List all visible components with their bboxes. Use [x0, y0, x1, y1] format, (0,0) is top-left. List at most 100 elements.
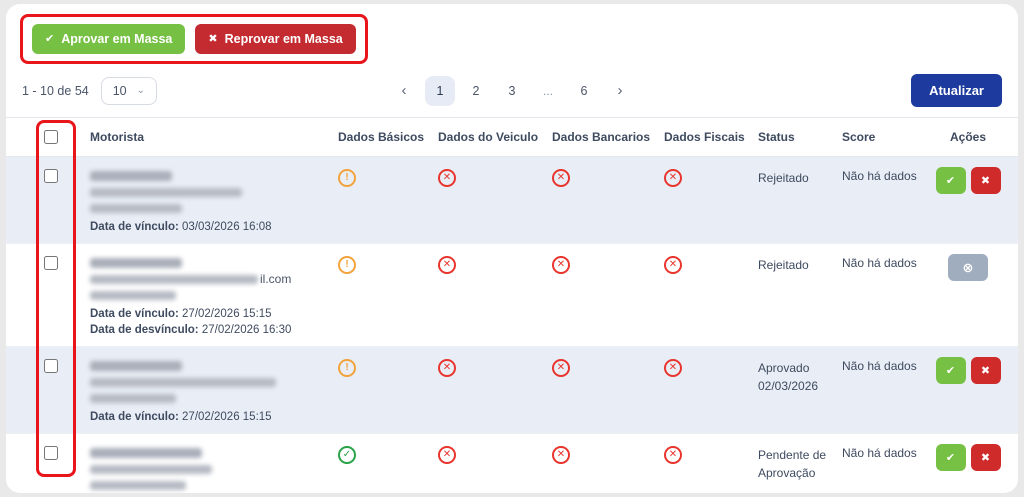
actions-cell: ✔ ✖ — [934, 434, 1002, 471]
score-cell: Não há dados — [842, 359, 917, 373]
redacted-phone — [90, 394, 176, 403]
dados-fiscais-status-icon: ✕ — [664, 359, 682, 377]
redacted-phone — [90, 481, 186, 490]
dados-bancarios-status-icon: ✕ — [552, 446, 570, 464]
pagination-page-3[interactable]: 3 — [497, 76, 527, 106]
score-cell: Não há dados — [842, 256, 917, 270]
dados-basicos-status-icon: ! — [338, 359, 356, 377]
table-header-row: Motorista Dados Básicos Dados do Veiculo… — [6, 117, 1018, 157]
pagination-page-6[interactable]: 6 — [569, 76, 599, 106]
header-score: Score — [842, 130, 876, 144]
status-cell: Aprovado 02/03/2026 — [758, 361, 819, 393]
dados-bancarios-status-icon: ✕ — [552, 359, 570, 377]
vinculo-line: Data de vínculo: 27/02/2026 15:15 — [90, 411, 272, 423]
reject-button[interactable]: ✖ — [970, 167, 1001, 194]
redacted-name — [90, 258, 182, 268]
bulk-approve-label: Aprovar em Massa — [61, 32, 173, 46]
motorista-cell: Data de vínculo: 27/02/2026 12:04 — [80, 434, 328, 493]
pagination-next-button[interactable]: › — [605, 76, 635, 106]
actions-cell: ✔ ✖ — [934, 157, 1002, 194]
score-cell: Não há dados — [842, 169, 917, 183]
redacted-email — [90, 465, 212, 474]
check-icon: ✔ — [945, 365, 956, 377]
row-checkbox[interactable] — [44, 446, 58, 460]
vinculo-line: Data de vínculo: 03/03/2026 16:08 — [90, 221, 272, 233]
drivers-approval-panel: ✔ Aprovar em Massa ✖ Reprovar em Massa 1… — [6, 4, 1018, 493]
pagination-ellipsis: ... — [542, 83, 553, 98]
dados-veiculo-status-icon: ✕ — [438, 359, 456, 377]
redacted-name — [90, 361, 182, 371]
bulk-reject-button[interactable]: ✖ Reprovar em Massa — [195, 24, 356, 54]
reject-button[interactable]: ✖ — [970, 357, 1001, 384]
x-icon: ✖ — [208, 32, 218, 45]
table-row: Data de vínculo: 03/03/2026 16:08 ! ✕ ✕ … — [6, 157, 1018, 244]
x-icon: ✖ — [980, 365, 991, 377]
table-row: Data de vínculo: 27/02/2026 12:04 ✓ ✕ ✕ … — [6, 434, 1018, 493]
drivers-table: Motorista Dados Básicos Dados do Veiculo… — [6, 117, 1018, 493]
dados-veiculo-status-icon: ✕ — [438, 169, 456, 187]
motorista-cell: il.com Data de vínculo: 27/02/2026 15:15… — [80, 244, 328, 346]
header-status: Status — [758, 130, 795, 144]
refresh-button[interactable]: Atualizar — [911, 74, 1002, 107]
header-dados-veiculo: Dados do Veiculo — [438, 130, 539, 144]
actions-cell: ✔ ✖ — [934, 347, 1002, 384]
controls-row: 1 - 10 de 54 10 ⌄ ‹ 1 2 3 ... 6 › Atuali… — [6, 68, 1018, 117]
dados-fiscais-status-icon: ✕ — [664, 169, 682, 187]
status-cell: Rejeitado — [758, 258, 809, 272]
pagination: ‹ 1 2 3 ... 6 › — [322, 75, 702, 106]
pagination-page-2[interactable]: 2 — [461, 76, 491, 106]
select-all-checkbox[interactable] — [44, 130, 58, 144]
bulk-actions-annotation: ✔ Aprovar em Massa ✖ Reprovar em Massa — [20, 14, 368, 64]
chevron-down-icon: ⌄ — [136, 85, 146, 96]
approve-button[interactable]: ✔ — [935, 357, 966, 384]
header-dados-basicos: Dados Básicos — [338, 130, 425, 144]
email-suffix: il.com — [260, 272, 292, 286]
x-icon: ✖ — [980, 452, 991, 464]
dados-veiculo-status-icon: ✕ — [438, 446, 456, 464]
reject-button[interactable]: ✖ — [970, 444, 1001, 471]
table-row: il.com Data de vínculo: 27/02/2026 15:15… — [6, 244, 1018, 347]
dados-basicos-status-icon: ✓ — [338, 446, 356, 464]
x-icon: ✖ — [980, 175, 991, 187]
check-icon: ✔ — [945, 175, 956, 187]
check-icon: ✔ — [45, 32, 55, 45]
motorista-cell: Data de vínculo: 03/03/2026 16:08 — [80, 157, 328, 243]
toolbar: ✔ Aprovar em Massa ✖ Reprovar em Massa — [6, 4, 1018, 68]
pagination-prev-button[interactable]: ‹ — [389, 76, 419, 106]
status-cell: Rejeitado — [758, 171, 809, 185]
dados-basicos-status-icon: ! — [338, 169, 356, 187]
header-dados-fiscais: Dados Fiscais — [664, 130, 745, 144]
bulk-reject-label: Reprovar em Massa — [224, 32, 343, 46]
pagination-page-1[interactable]: 1 — [425, 75, 455, 106]
redacted-email — [90, 188, 242, 197]
table-row: Data de vínculo: 27/02/2026 15:15 ! ✕ ✕ … — [6, 347, 1018, 434]
check-icon: ✔ — [945, 452, 956, 464]
row-checkbox[interactable] — [44, 359, 58, 373]
header-dados-bancarios: Dados Bancarios — [552, 130, 651, 144]
header-acoes: Ações — [949, 130, 987, 144]
dados-fiscais-status-icon: ✕ — [664, 256, 682, 274]
dados-bancarios-status-icon: ✕ — [552, 169, 570, 187]
redacted-email — [90, 378, 276, 387]
redacted-phone — [90, 204, 182, 213]
approve-button[interactable]: ✔ — [935, 167, 966, 194]
cancelled-button[interactable]: ⊗ — [948, 254, 988, 281]
status-cell: Pendente de Aprovação — [758, 448, 827, 480]
approve-button[interactable]: ✔ — [935, 444, 966, 471]
dados-veiculo-status-icon: ✕ — [438, 256, 456, 274]
redacted-name — [90, 171, 172, 181]
redacted-email — [90, 275, 258, 284]
redacted-phone — [90, 291, 176, 300]
dados-basicos-status-icon: ! — [338, 256, 356, 274]
row-checkbox[interactable] — [44, 169, 58, 183]
dados-bancarios-status-icon: ✕ — [552, 256, 570, 274]
header-motorista: Motorista — [90, 130, 144, 144]
score-cell: Não há dados — [842, 446, 917, 460]
page-size-value: 10 — [112, 83, 127, 98]
vinculo-line: Data de vínculo: 27/02/2026 15:15 — [90, 308, 272, 320]
results-range-text: 1 - 10 de 54 — [22, 83, 89, 98]
row-checkbox[interactable] — [44, 256, 58, 270]
page-size-select[interactable]: 10 ⌄ — [100, 76, 158, 105]
bulk-approve-button[interactable]: ✔ Aprovar em Massa — [32, 24, 186, 54]
actions-cell: ⊗ — [934, 244, 1002, 281]
